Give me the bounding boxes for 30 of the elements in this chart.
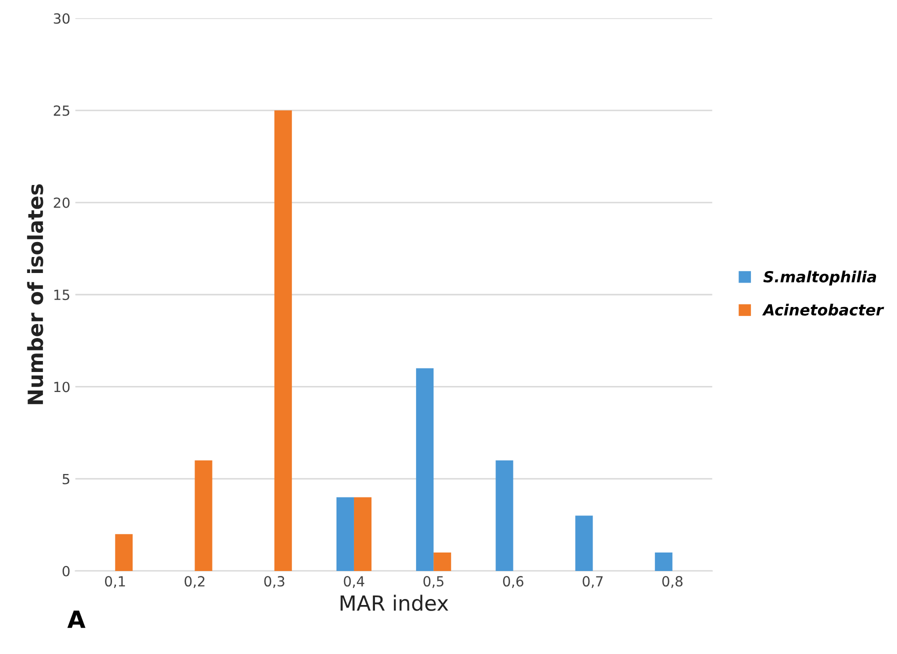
x-tick-label: 0,2: [184, 576, 204, 588]
x-tick-label: 0,6: [503, 576, 524, 588]
bar: [416, 368, 434, 571]
y-tick-label: 15: [54, 290, 70, 300]
y-tick-label: 30: [54, 13, 70, 24]
legend-label: S.maltophilia: [763, 270, 876, 286]
x-axis-title: MAR index: [340, 594, 448, 611]
bar: [115, 534, 133, 571]
y-tick-label: 10: [54, 382, 70, 392]
x-tick-label: 0,4: [344, 576, 364, 588]
bar: [654, 552, 672, 571]
text: A: [67, 610, 86, 628]
x-tick-label: 0,7: [582, 576, 603, 588]
y-tick-label: 20: [54, 197, 70, 208]
bar: [434, 552, 452, 571]
legend-label: Acinetobacter: [762, 304, 884, 316]
y-tick-label: 0: [62, 566, 70, 576]
bar: [336, 497, 354, 571]
x-tick-label: 0,8: [662, 576, 683, 588]
bar: [354, 497, 372, 571]
bar: [274, 110, 292, 571]
y-tick-label: 25: [54, 105, 70, 116]
x-tick-label: 0,5: [423, 576, 444, 588]
bar: [575, 516, 593, 571]
y-axis-title: Number of isolates: [27, 184, 44, 404]
x-tick-label: 0,3: [264, 576, 284, 588]
y-tick-label: 5: [62, 474, 70, 484]
bar: [194, 460, 212, 571]
x-tick-label: 0,1: [105, 576, 125, 588]
bar: [496, 460, 514, 571]
